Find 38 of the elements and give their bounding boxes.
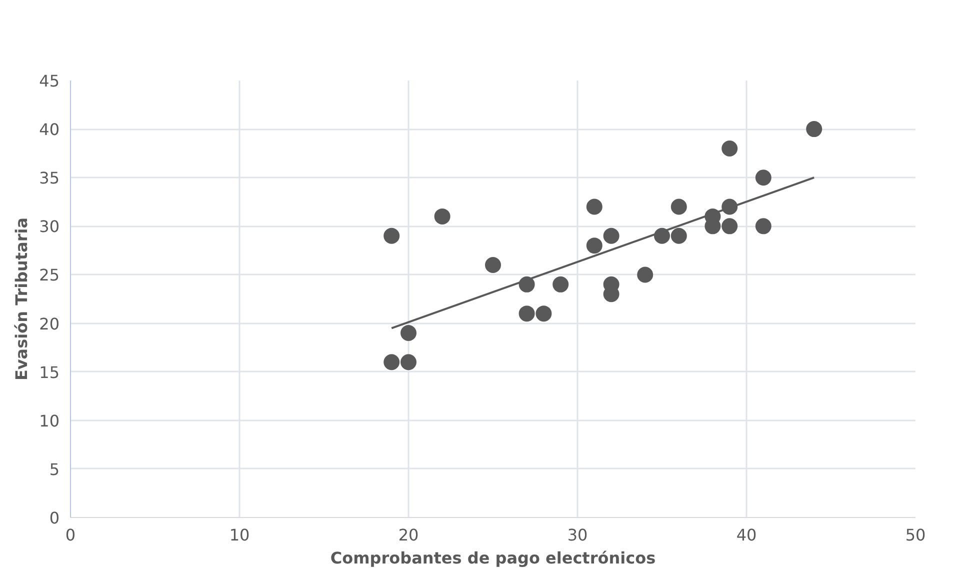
point bbox=[586, 238, 602, 254]
x-axis-title: Comprobantes de pago electrónicos bbox=[330, 548, 656, 568]
point bbox=[755, 170, 772, 186]
point bbox=[384, 228, 400, 244]
x-tick-label: 50 bbox=[905, 526, 926, 544]
y-tick-label: 45 bbox=[39, 72, 60, 90]
point bbox=[518, 306, 535, 322]
point bbox=[806, 121, 822, 138]
y-tick-label: 10 bbox=[39, 411, 60, 430]
point bbox=[400, 354, 416, 370]
point bbox=[384, 354, 400, 370]
y-tick-label: 0 bbox=[49, 508, 60, 528]
y-tick-label: 35 bbox=[39, 168, 60, 188]
point bbox=[755, 218, 772, 234]
point bbox=[637, 266, 654, 283]
y-axis-title: Evasión Tributaria bbox=[12, 217, 32, 381]
x-tick-label: 20 bbox=[398, 526, 419, 544]
y-tick-label: 30 bbox=[39, 217, 60, 236]
y-tick-label: 20 bbox=[39, 314, 60, 334]
point bbox=[434, 208, 450, 224]
point bbox=[722, 218, 738, 234]
x-tick-label: 40 bbox=[736, 526, 757, 544]
x-tick-label: 30 bbox=[567, 526, 588, 544]
y-tick-label: 25 bbox=[39, 266, 60, 285]
x-tick-label: 0 bbox=[65, 526, 76, 544]
point bbox=[400, 325, 416, 341]
point bbox=[586, 198, 602, 215]
point bbox=[603, 228, 620, 244]
point bbox=[552, 276, 569, 292]
point bbox=[536, 306, 552, 322]
y-tick-label: 5 bbox=[49, 460, 60, 479]
point bbox=[670, 198, 687, 215]
x-tick-label: 10 bbox=[229, 526, 250, 544]
point bbox=[485, 257, 501, 273]
y-tick-label: 40 bbox=[39, 120, 60, 140]
point bbox=[722, 140, 738, 156]
point bbox=[670, 228, 687, 244]
y-tick-label: 15 bbox=[39, 362, 60, 382]
